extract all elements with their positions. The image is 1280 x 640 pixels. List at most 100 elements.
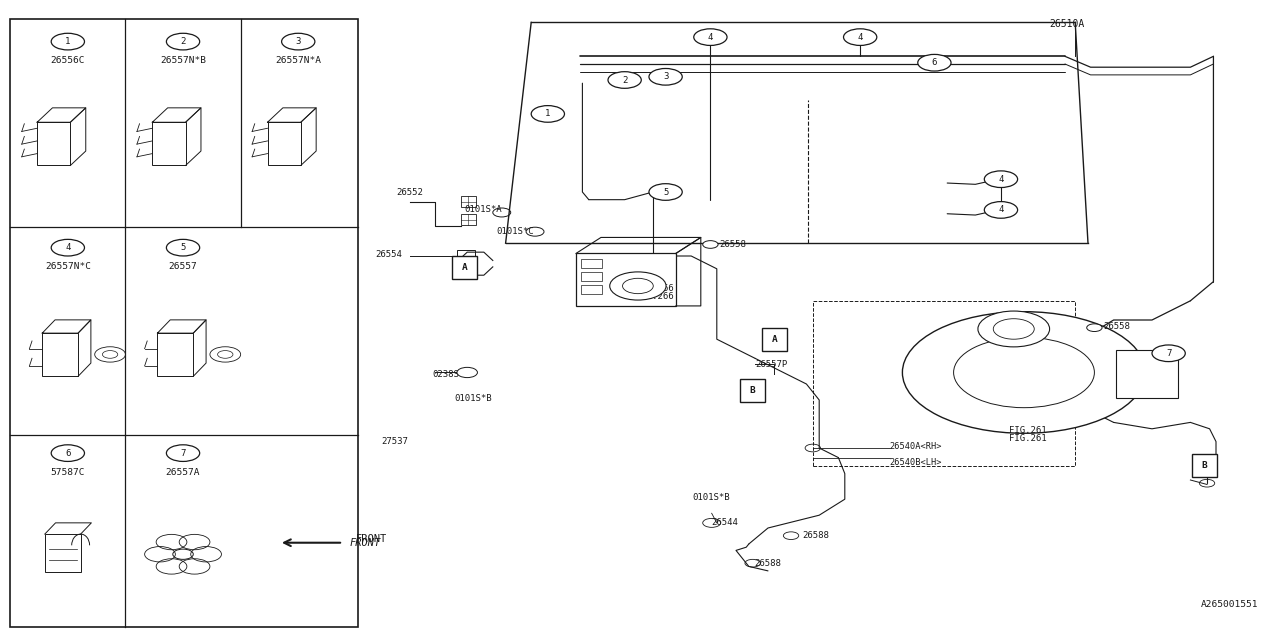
Text: 7: 7 (1166, 349, 1171, 358)
Text: 5: 5 (663, 188, 668, 196)
Circle shape (166, 239, 200, 256)
Text: A265001551: A265001551 (1201, 600, 1258, 609)
Bar (581, 285, 602, 294)
Circle shape (51, 445, 84, 461)
Circle shape (649, 184, 682, 200)
Text: 4: 4 (65, 243, 70, 252)
Text: 26540A<RH>: 26540A<RH> (890, 442, 942, 451)
Text: 0101S*B: 0101S*B (454, 394, 492, 403)
Bar (581, 259, 602, 268)
Bar (762, 328, 787, 351)
Text: 0101S*C: 0101S*C (497, 227, 534, 236)
Circle shape (918, 54, 951, 71)
Text: 27537: 27537 (381, 437, 408, 446)
Text: 26557A: 26557A (166, 468, 200, 477)
Text: 0101S*A: 0101S*A (465, 205, 502, 214)
Text: 4: 4 (858, 33, 863, 42)
Text: 26558: 26558 (1103, 322, 1130, 331)
Text: 2: 2 (180, 37, 186, 46)
Text: 7: 7 (180, 449, 186, 458)
Bar (740, 379, 765, 402)
Bar (152, 122, 186, 166)
Text: 26557P: 26557P (755, 360, 787, 369)
Text: 26557N*B: 26557N*B (160, 56, 206, 65)
Text: 5: 5 (180, 243, 186, 252)
Circle shape (649, 68, 682, 85)
Text: 26557N*C: 26557N*C (45, 262, 91, 271)
Bar (457, 250, 475, 261)
Text: 6: 6 (932, 58, 937, 67)
Circle shape (745, 559, 760, 567)
Circle shape (694, 29, 727, 45)
Circle shape (493, 208, 511, 217)
Circle shape (526, 227, 544, 236)
Text: FIG.266: FIG.266 (636, 284, 673, 292)
Text: B: B (750, 386, 755, 395)
Text: 26588: 26588 (755, 559, 781, 568)
Bar (813, 301, 1075, 466)
Text: 3: 3 (296, 37, 301, 46)
Bar (452, 256, 477, 279)
Text: FRONT: FRONT (349, 538, 380, 548)
Circle shape (531, 106, 564, 122)
Circle shape (844, 29, 877, 45)
Text: 57587C: 57587C (51, 468, 84, 477)
Circle shape (609, 272, 666, 300)
Text: FIG.261: FIG.261 (1009, 426, 1046, 435)
Circle shape (805, 444, 820, 452)
Text: 26544: 26544 (712, 518, 739, 527)
Circle shape (703, 241, 718, 248)
Circle shape (984, 202, 1018, 218)
Text: 0101S*B: 0101S*B (692, 493, 730, 502)
Text: FIG.266: FIG.266 (636, 292, 673, 301)
Circle shape (703, 518, 721, 527)
Text: 26510A: 26510A (1050, 19, 1085, 29)
Text: 1: 1 (545, 109, 550, 118)
Text: FRONT: FRONT (356, 534, 387, 544)
Bar (268, 122, 301, 166)
Text: 26588: 26588 (803, 531, 829, 540)
Circle shape (166, 33, 200, 50)
Text: 1: 1 (65, 37, 70, 46)
Bar (10, 19, 358, 627)
Text: 26554: 26554 (375, 250, 402, 259)
Circle shape (51, 239, 84, 256)
Text: A: A (462, 263, 467, 272)
Circle shape (457, 367, 477, 378)
Circle shape (1199, 479, 1215, 487)
Circle shape (1087, 324, 1102, 332)
Text: 2: 2 (622, 76, 627, 84)
Bar (42, 333, 78, 376)
Text: A: A (772, 335, 777, 344)
Circle shape (166, 445, 200, 461)
Bar (461, 196, 476, 207)
Circle shape (984, 171, 1018, 188)
Text: 4: 4 (998, 205, 1004, 214)
Text: 3: 3 (663, 72, 668, 81)
Bar (576, 253, 676, 306)
Text: FIG.261: FIG.261 (1009, 434, 1046, 443)
Circle shape (1152, 345, 1185, 362)
Bar (581, 272, 602, 281)
Text: B: B (1202, 461, 1207, 470)
Bar (1192, 454, 1217, 477)
Bar (1116, 350, 1178, 398)
Text: 26540B<LH>: 26540B<LH> (890, 458, 942, 467)
Text: 4: 4 (998, 175, 1004, 184)
Circle shape (783, 532, 799, 540)
Text: 26557: 26557 (169, 262, 197, 271)
Circle shape (608, 72, 641, 88)
Bar (37, 122, 70, 166)
Bar (45, 534, 81, 572)
Text: 6: 6 (65, 449, 70, 458)
Circle shape (51, 33, 84, 50)
Text: 4: 4 (708, 33, 713, 42)
Text: 26558: 26558 (719, 240, 746, 249)
Text: 0238S: 0238S (433, 370, 460, 379)
Text: 26556C: 26556C (51, 56, 84, 65)
Text: 26552: 26552 (397, 188, 424, 196)
Text: 26557N*A: 26557N*A (275, 56, 321, 65)
Bar (461, 214, 476, 225)
Circle shape (282, 33, 315, 50)
Circle shape (978, 311, 1050, 347)
